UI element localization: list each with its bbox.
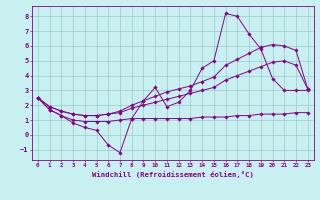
X-axis label: Windchill (Refroidissement éolien,°C): Windchill (Refroidissement éolien,°C) <box>92 171 254 178</box>
